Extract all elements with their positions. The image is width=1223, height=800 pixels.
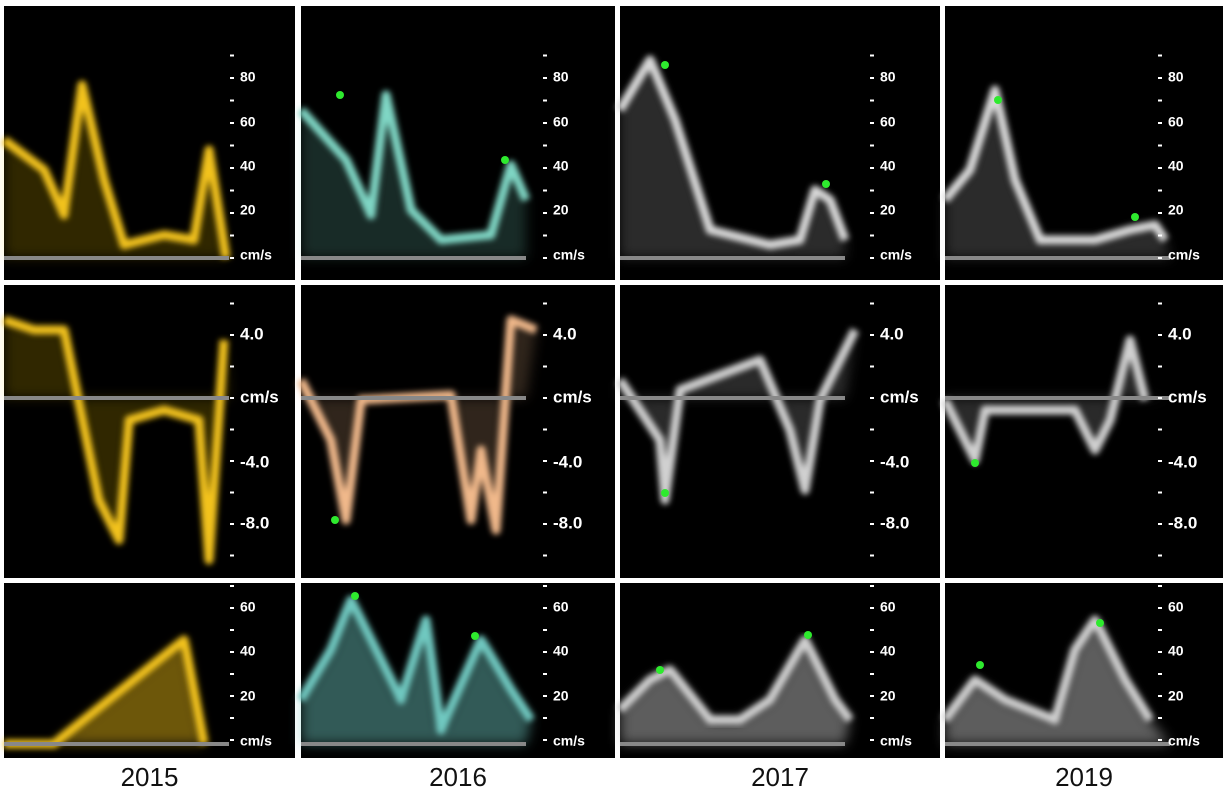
axis-label: cm/s: [1168, 387, 1207, 406]
year-label: 2015: [121, 762, 179, 792]
axis-label: cm/s: [553, 387, 592, 406]
axis-label: -8.0: [240, 513, 269, 532]
axis-label: 20: [880, 202, 896, 218]
axis-label: 80: [1168, 69, 1184, 85]
axis-label: -8.0: [553, 513, 582, 532]
marker-dot: [976, 661, 984, 669]
marker-dot: [661, 489, 669, 497]
axis-label: 40: [240, 158, 256, 174]
axis-label: 20: [553, 688, 569, 704]
axis-label: 4.0: [240, 324, 264, 343]
year-label: 2017: [751, 762, 809, 792]
panels: 80 60 40 20 cm/s 4.0 cm/s -4.0 -8.0 60 40 20 cm/s 201…: [4, 6, 1223, 800]
axis-label: cm/s: [880, 247, 912, 263]
axis-label: -8.0: [1168, 513, 1197, 532]
panel: 80 60 40 20 cm/s: [301, 6, 615, 280]
axis-label: 40: [553, 643, 569, 659]
axis-label: 40: [1168, 158, 1184, 174]
panel: 4.0 cm/s -4.0 -8.0: [301, 285, 615, 578]
axis-label: 80: [553, 69, 569, 85]
marker-dot: [971, 459, 979, 467]
marker-dot: [471, 632, 479, 640]
axis-label: cm/s: [240, 247, 272, 263]
year-label: 2016: [429, 762, 487, 792]
marker-dot: [822, 180, 830, 188]
axis-label: 80: [240, 69, 256, 85]
axis-label: 80: [880, 69, 896, 85]
marker-dot: [804, 631, 812, 639]
panel: 80 60 40 20 cm/s: [620, 6, 940, 280]
axis-label: cm/s: [1168, 733, 1200, 749]
axis-label: 4.0: [1168, 324, 1192, 343]
axis-label: cm/s: [240, 733, 272, 749]
axis-label: 60: [1168, 114, 1184, 130]
axis-label: -4.0: [1168, 452, 1197, 471]
axis-label: cm/s: [1168, 247, 1200, 263]
axis-label: 20: [880, 688, 896, 704]
marker-dot: [656, 666, 664, 674]
axis-label: 60: [880, 114, 896, 130]
panel: 4.0 cm/s -4.0 -8.0: [620, 285, 940, 578]
marker-dot: [331, 516, 339, 524]
axis-label: cm/s: [553, 247, 585, 263]
marker-dot: [336, 91, 344, 99]
axis-label: 60: [1168, 599, 1184, 615]
axis-label: 4.0: [880, 324, 904, 343]
panel: 4.0 cm/s -4.0 -8.0: [945, 285, 1223, 578]
panel: 80 60 40 20 cm/s: [945, 6, 1223, 280]
axis-label: 20: [553, 202, 569, 218]
marker-dot: [661, 61, 669, 69]
axis-label: -4.0: [240, 452, 269, 471]
axis-label: 20: [1168, 688, 1184, 704]
axis-label: 60: [240, 599, 256, 615]
axis-label: cm/s: [553, 733, 585, 749]
axis-label: 4.0: [553, 324, 577, 343]
axis-label: 40: [880, 158, 896, 174]
axis-label: -8.0: [880, 513, 909, 532]
marker-dot: [501, 156, 509, 164]
axis-label: cm/s: [240, 387, 279, 406]
axis-label: -4.0: [880, 452, 909, 471]
axis-label: 40: [240, 643, 256, 659]
axis-label: 40: [1168, 643, 1184, 659]
axis-label: -4.0: [553, 452, 582, 471]
axis-label: 20: [240, 688, 256, 704]
axis-label: cm/s: [880, 733, 912, 749]
doppler-grid: 80 60 40 20 cm/s 4.0 cm/s -4.0 -8.0 60 40 20 cm/s 201…: [0, 0, 1223, 800]
marker-dot: [1131, 213, 1139, 221]
axis-label: cm/s: [880, 387, 919, 406]
axis-label: 40: [880, 643, 896, 659]
panel: 80 60 40 20 cm/s: [4, 6, 295, 280]
axis-label: 60: [880, 599, 896, 615]
marker-dot: [1096, 619, 1104, 627]
marker-dot: [994, 96, 1002, 104]
axis-label: 20: [1168, 202, 1184, 218]
year-label: 2019: [1055, 762, 1113, 792]
axis-label: 60: [553, 114, 569, 130]
axis-label: 20: [240, 202, 256, 218]
axis-label: 40: [553, 158, 569, 174]
panel: 4.0 cm/s -4.0 -8.0: [4, 285, 295, 578]
marker-dot: [351, 592, 359, 600]
axis-label: 60: [240, 114, 256, 130]
axis-label: 60: [553, 599, 569, 615]
